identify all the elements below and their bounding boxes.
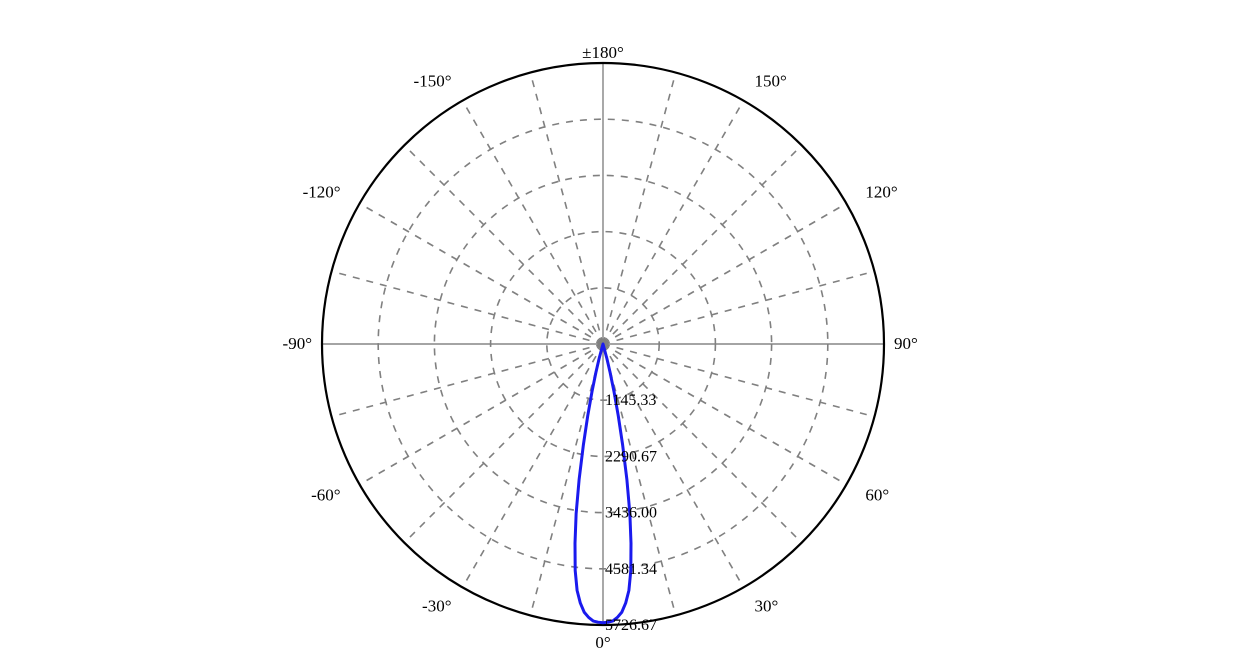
radial-tick-label: 5726.67 <box>605 617 657 634</box>
angle-label: 60° <box>865 486 889 505</box>
angle-label: -150° <box>414 72 452 91</box>
polar-chart-svg: 1145.33 2290.67 3436.00 4581.34 5726.67 ±180°… <box>0 0 1247 662</box>
angle-label: ±180° <box>582 43 624 62</box>
radial-tick-label: 1145.33 <box>605 392 656 409</box>
angle-label: 0° <box>595 633 610 652</box>
angle-label: 30° <box>755 596 779 615</box>
angle-label: -120° <box>303 183 341 202</box>
angle-label: 150° <box>755 72 787 91</box>
polar-chart-container: 1145.33 2290.67 3436.00 4581.34 5726.67 ±180°… <box>0 0 1247 662</box>
angle-label: -90° <box>283 334 312 353</box>
radial-tick-label: 4581.34 <box>605 561 657 578</box>
angle-label: -60° <box>311 486 340 505</box>
radial-tick-label: 3436.00 <box>605 505 657 522</box>
angle-label: -30° <box>422 596 451 615</box>
radial-tick-label: 2290.67 <box>605 448 657 465</box>
angle-label: 120° <box>865 183 897 202</box>
angle-label: 90° <box>894 334 918 353</box>
